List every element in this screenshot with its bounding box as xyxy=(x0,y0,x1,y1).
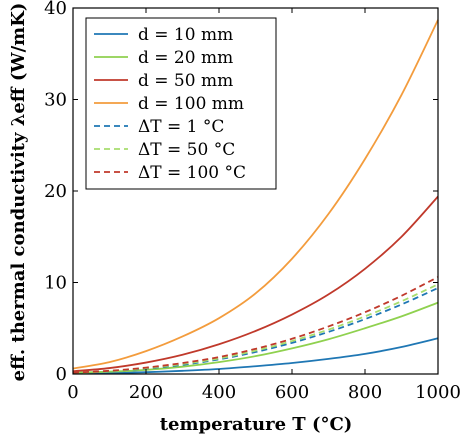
ticks: 0 200 400 600 800 1000 0 10 20 30 40 xyxy=(44,0,461,403)
x-tick-label: 400 xyxy=(202,382,236,403)
y-tick-label: 0 xyxy=(56,364,67,385)
legend-label: d = 100 mm xyxy=(138,94,244,114)
legend-label: d = 50 mm xyxy=(138,71,233,91)
x-tick-label: 0 xyxy=(67,382,78,403)
y-tick-label: 20 xyxy=(44,181,67,202)
x-axis-label: temperature T (°C) xyxy=(160,414,353,435)
legend-label: ΔT = 50 °C xyxy=(138,140,235,160)
series-line-4 xyxy=(72,19,439,370)
legend-label: ΔT = 100 °C xyxy=(138,163,246,183)
series-line-3 xyxy=(72,195,439,373)
legend-label: d = 20 mm xyxy=(138,48,233,68)
legend-label: ΔT = 1 °C xyxy=(138,117,224,137)
y-tick-label: 10 xyxy=(44,273,67,294)
legend: d = 10 mm d = 20 mm d = 50 mm d = 100 mm ΔT … xyxy=(85,17,277,190)
series-line-6 xyxy=(72,283,439,374)
series-line-7 xyxy=(72,276,439,374)
plot-area xyxy=(72,19,439,375)
y-axis-label: eff. thermal conductivity λeff (W/mK) xyxy=(8,3,29,382)
legend-label: d = 10 mm xyxy=(138,25,233,45)
x-tick-label: 800 xyxy=(348,382,382,403)
x-tick-label: 200 xyxy=(129,382,163,403)
series-line-2 xyxy=(72,301,439,374)
x-tick-label: 1000 xyxy=(415,382,461,403)
y-tick-label: 40 xyxy=(44,0,67,19)
series-line-1 xyxy=(72,337,439,375)
x-tick-label: 600 xyxy=(275,382,309,403)
y-tick-label: 30 xyxy=(44,90,67,111)
